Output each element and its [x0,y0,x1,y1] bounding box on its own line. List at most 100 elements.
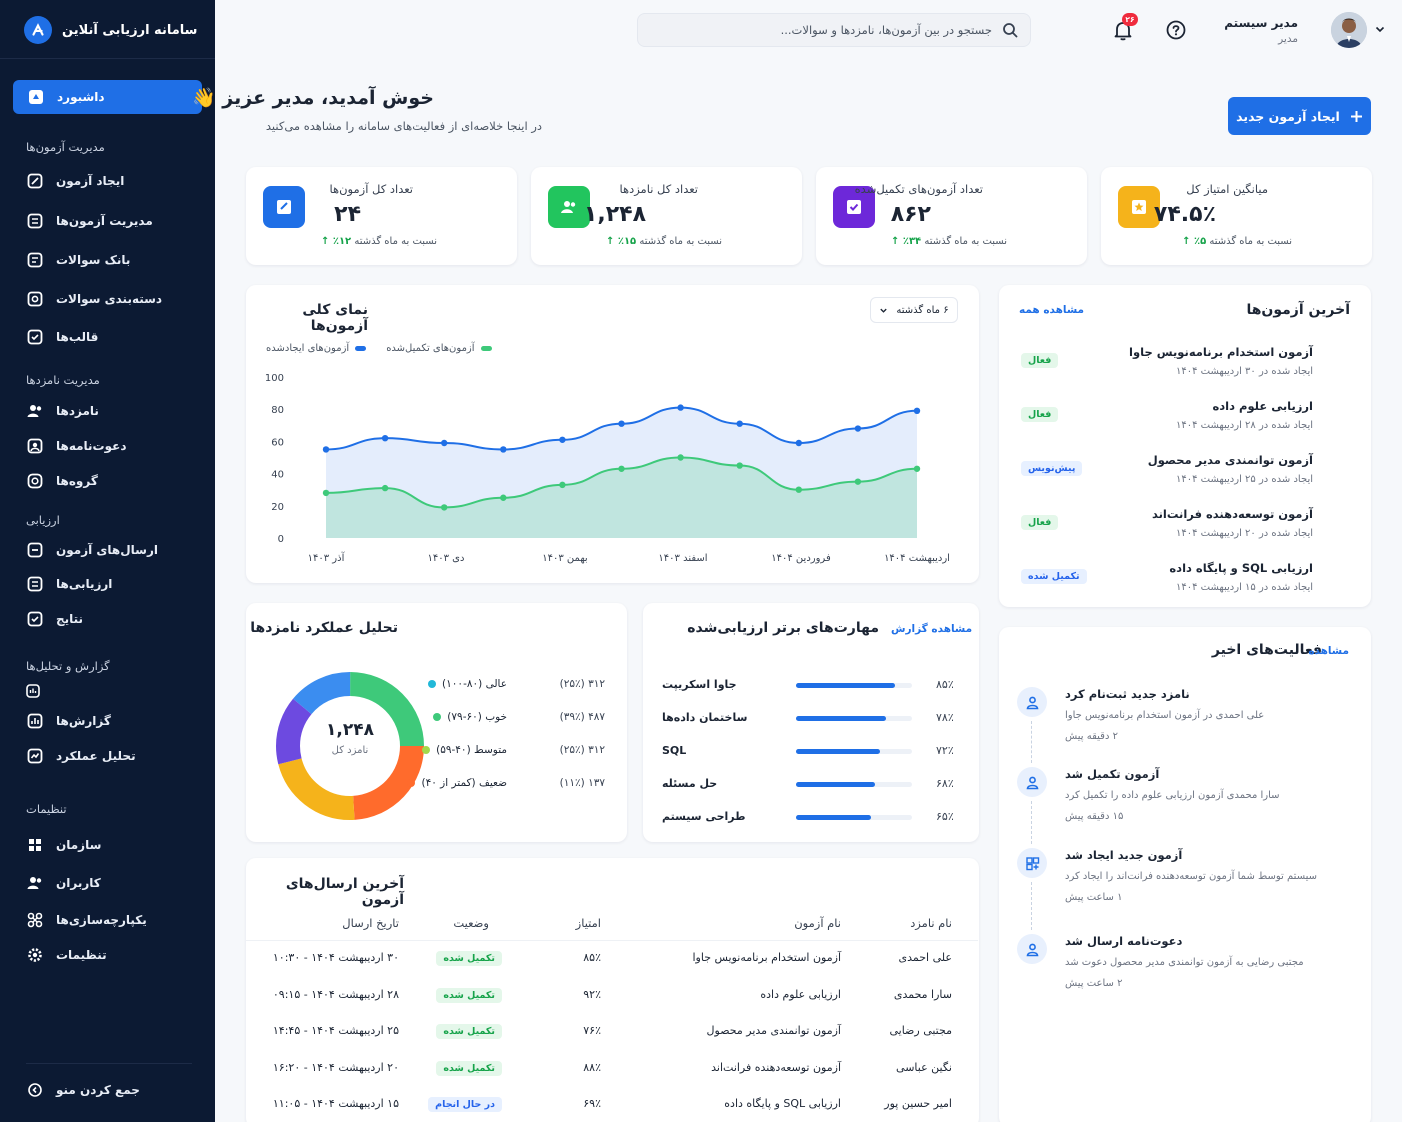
create-exam-button[interactable]: ایجاد آزمون جدید [1228,97,1371,135]
check-exam-icon [833,186,875,228]
skills-title: مهارت‌های برتر ارزیابی‌شده [687,620,879,636]
sidebar-item-invitations[interactable]: دعوت‌نامه‌ها [26,437,126,455]
y-axis-tick-label: 40 [271,470,284,481]
sidebar-item-reports[interactable]: گزارش‌ها [26,712,111,730]
category-icon [26,290,44,308]
search-box[interactable] [637,13,1031,47]
table-header-cell[interactable]: نام نامزد [910,916,952,930]
table-row[interactable]: امیر حسین پور ارزیابی SQL و پایگاه داده ۶۹… [246,1091,979,1121]
sidebar-item-results[interactable]: نتایج [26,610,83,628]
legend-swatch [355,345,367,351]
sidebar-item-question-categories[interactable]: دسته‌بندی سوالات [26,290,162,308]
user-check-icon [1017,767,1047,797]
data-point [381,434,389,442]
sidebar-divider [26,1063,192,1064]
sidebar-item-manage-exams[interactable]: مدیریت آزمون‌ها [26,212,153,230]
collapse-menu-button[interactable]: جمع کردن منو [26,1081,140,1099]
sidebar-item-performance-analysis[interactable]: تحلیل عملکرد [26,747,136,765]
avatar[interactable] [1331,12,1367,48]
skill-name: ساختمان داده‌ها [662,711,748,724]
stat-value: ۸۶۲ [890,202,931,227]
page-title: خوش آمدید، مدیر عزیز 👋 [192,87,434,109]
sidebar-item-settings[interactable]: تنظیمات [26,946,107,964]
exam-title[interactable]: آزمون توانمندی مدیر محصول [1147,453,1313,467]
overview-title: نمای کلی آزمون‌ها [302,302,368,334]
table-header-cell[interactable]: امتیاز [575,916,601,930]
search-input[interactable] [692,23,992,37]
table-cell: ۶۹٪ [583,1097,601,1110]
data-point [795,439,802,447]
table-row[interactable]: علی احمدی آزمون استخدام برنامه‌نویس جاوا ۸… [246,945,979,975]
data-point [854,478,862,485]
donut-total-label: نامزد کل [331,745,369,756]
sidebar: سامانه ارزیابی آنلاین داشبورد مدیریت آزم… [0,0,215,1122]
chevron-down-icon[interactable] [1374,23,1386,35]
sidebar-item-label: مدیریت آزمون‌ها [56,214,153,228]
sidebar-item-evaluations[interactable]: ارزیابی‌ها [26,575,112,593]
table-cell: مجتبی رضایی [889,1024,952,1037]
view-report-link[interactable]: مشاهده گزارش [891,623,973,635]
stat-trend-text: نسبت به ماه گذشته [1209,236,1292,247]
data-point [441,504,448,511]
sidebar-item-exam-submissions[interactable]: ارسال‌های آزمون [26,541,158,559]
brand[interactable]: سامانه ارزیابی آنلاین [24,16,197,44]
table-row[interactable]: نگین عباسی آزمون توسعه‌دهنده فرانت‌اند ۸۸٪… [246,1055,979,1085]
arrow-up-icon: ↑ [320,236,333,247]
sidebar-item-question-bank[interactable]: بانک سوالات [26,251,130,269]
sidebar-item-integrations[interactable]: یکپارچه‌سازی‌ها [26,911,147,929]
skill-progress-track [796,716,912,721]
data-point [618,465,625,472]
sidebar-item-label: ارزیابی‌ها [56,577,113,591]
stat-value: ۱,۲۴۸ [583,202,646,227]
search-icon[interactable] [1002,22,1018,38]
recent-exams-card: آخرین آزمون‌ها مشاهده همه آزمون استخدام … [999,285,1371,607]
exam-title[interactable]: آزمون استخدام برنامه‌نویس جاوا [1129,345,1313,359]
exam-title[interactable]: ارزیابی علوم داده [1212,399,1313,413]
table-header-cell[interactable]: نام آزمون [794,916,841,930]
notification-badge: ۲۶ [1122,13,1138,26]
range-select[interactable]: ۶ ماه گذشته [870,297,958,323]
sidebar-section-title: مدیریت نامزدها [26,373,100,387]
sidebar-item-groups[interactable]: گروه‌ها [26,472,98,490]
exam-title[interactable]: آزمون توسعه‌دهنده فرانت‌اند [1151,507,1313,521]
x-axis-tick-label: اردیبهشت ۱۴۰۴ [884,553,950,564]
data-point [618,420,625,427]
x-axis-tick-label: آذر ۱۴۰۳ [308,551,346,564]
integration-icon [26,911,44,929]
overview-card: نمای کلی آزمون‌ها ۶ ماه گذشته آزمون‌های … [246,285,979,583]
sidebar-item-users[interactable]: کاربران [26,874,101,892]
sidebar-item-organization[interactable]: سازمان [26,836,101,854]
activity-title: فعالیت‌های اخیر [1211,642,1322,658]
sidebar-item-analytics-toggle[interactable] [26,684,40,698]
sidebar-item-create-exam[interactable]: ایجاد آزمون [26,172,124,190]
performance-legend-label: متوسط (۴۰-۵۹) [436,744,507,756]
submissions-title: آخرین ارسال‌های آزمون [285,876,404,908]
legend-label: آزمون‌های تکمیل‌شده [386,343,475,354]
table-row[interactable]: سارا محمدی ارزیابی علوم داده ۹۲٪ تکمیل شده ۲… [246,982,979,1012]
sidebar-item-templates[interactable]: قالب‌ها [26,328,98,346]
exam-date: ایجاد شده در ۳۰ اردیبهشت ۱۴۰۴ [1175,366,1313,377]
legend-swatch [422,746,431,754]
sidebar-item-label: دسته‌بندی سوالات [56,292,163,306]
stat-label: میانگین امتیاز کل [1186,182,1268,196]
stat-card: تعداد کل نامزدها ۱,۲۴۸ نسبت به ماه گذشته ۱… [531,167,802,265]
table-header-cell[interactable]: وضعیت [453,916,489,930]
table-row[interactable]: مجتبی رضایی آزمون توانمندی مدیر محصول ۷۶٪ ت… [246,1018,979,1048]
sidebar-item-dashboard[interactable]: داشبورد [13,80,202,114]
table-cell: ۹۲٪ [583,987,601,1001]
exam-title[interactable]: ارزیابی SQL و پایگاه داده [1169,561,1313,575]
table-cell: آزمون توانمندی مدیر محصول [706,1024,841,1037]
sidebar-item-label: کاربران [56,876,101,890]
template-icon [26,328,44,346]
notification-button[interactable]: ۲۶ [1112,13,1138,41]
view-all-exams-link[interactable]: مشاهده همه [1019,304,1085,316]
sidebar-item-candidates[interactable]: نامزدها [26,402,99,420]
view-activity-link[interactable]: مشاهده [1308,645,1349,657]
performance-legend-label: عالی (۸۰-۱۰۰) [442,678,507,690]
stat-card: میانگین امتیاز کل ۷۴.۵٪ نسبت به ماه گذشته … [1101,167,1372,265]
legend-label: آزمون‌های ایجادشده [266,343,350,354]
data-point [559,481,566,489]
table-header-cell[interactable]: تاریخ ارسال [342,916,399,930]
help-button[interactable] [1165,19,1187,41]
activity-title: آزمون جدید ایجاد شد [1065,848,1183,862]
